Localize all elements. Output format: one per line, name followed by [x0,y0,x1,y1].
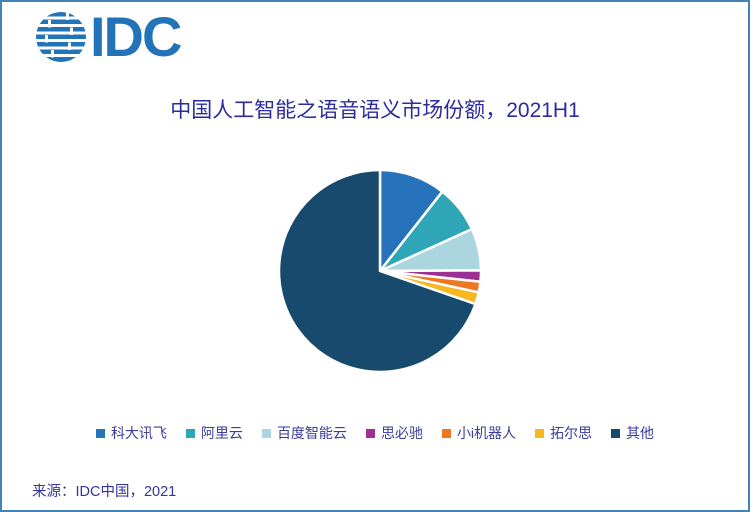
legend-item-思必驰: 思必驰 [365,423,423,443]
legend-item-阿里云: 阿里云 [185,423,243,443]
source-note: 来源：IDC中国，2021 [32,484,177,500]
chart-legend: 科大讯飞 阿里云 百度智能云 思必驰 小i机器人 拓尔思 其他 [2,423,748,443]
legend-label: 阿里云 [200,425,243,441]
legend-swatch-icon [95,428,105,438]
legend-label: 拓尔思 [550,425,593,441]
idc-globe-icon [36,12,86,62]
legend-label: 小i机器人 [456,425,517,441]
pie-slice-其他 [277,168,477,374]
idc-logo: IDC [35,5,182,68]
legend-label: 思必驰 [380,425,423,441]
legend-swatch-icon [365,428,375,438]
legend-label: 科大讯飞 [110,425,167,441]
legend-label: 其他 [626,425,655,441]
legend-item-小i机器人: 小i机器人 [441,423,517,443]
pie-chart [268,159,492,383]
legend-swatch-icon [441,428,451,438]
legend-label: 百度智能云 [276,425,347,441]
legend-item-其他: 其他 [611,423,654,443]
legend-item-百度智能云: 百度智能云 [261,423,347,443]
legend-item-拓尔思: 拓尔思 [535,423,592,443]
pie-chart-canvas [277,168,483,374]
legend-swatch-icon [185,428,195,438]
legend-swatch-icon [611,428,621,438]
pie-slice-科大讯飞 [378,168,444,273]
legend-swatch-icon [261,428,271,438]
idc-logo-text: IDC [90,5,182,68]
legend-swatch-icon [535,428,545,438]
chart-title: 中国人工智能之语音语义市场份额，2021H1 [170,99,580,122]
legend-item-科大讯飞: 科大讯飞 [95,423,167,443]
